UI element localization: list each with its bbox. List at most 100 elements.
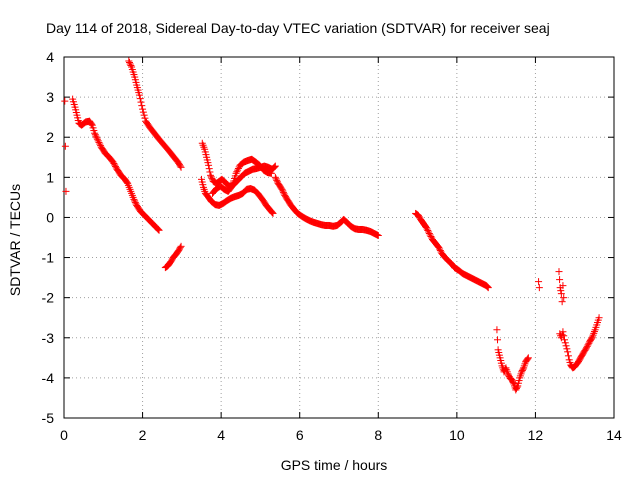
data-point <box>435 244 443 252</box>
data-point <box>139 108 147 116</box>
y-tick-label: 4 <box>46 49 54 65</box>
y-axis-label: SDTVAR / TECUs <box>7 184 23 296</box>
data-point <box>154 225 162 233</box>
data-point <box>61 97 69 105</box>
data-point <box>126 60 134 68</box>
x-axis-label: GPS time / hours <box>281 457 388 473</box>
data-point <box>422 223 430 231</box>
data-point <box>273 176 281 184</box>
y-tick-label: 1 <box>46 169 54 185</box>
data-point <box>425 229 433 237</box>
data-point <box>95 138 103 146</box>
data-point <box>436 247 444 255</box>
data-point <box>136 95 144 103</box>
data-point <box>559 282 567 290</box>
data-point <box>267 169 275 177</box>
data-point <box>61 142 69 150</box>
data-point <box>560 332 568 340</box>
grid-lines <box>64 57 614 418</box>
data-point <box>176 162 184 170</box>
x-tick-label: 10 <box>449 427 465 443</box>
x-tick-label: 0 <box>60 427 68 443</box>
data-point <box>560 294 568 302</box>
data-point <box>234 165 242 173</box>
data-point <box>131 198 139 206</box>
data-point <box>270 164 278 172</box>
data-point <box>562 342 570 350</box>
data-point <box>125 57 133 65</box>
x-tick-label: 14 <box>606 427 622 443</box>
data-point <box>91 131 99 139</box>
data-point <box>589 331 597 339</box>
y-tick-label: -1 <box>42 250 55 266</box>
data-point <box>564 348 572 356</box>
data-point <box>140 111 148 119</box>
data-point <box>595 314 603 322</box>
data-point <box>493 326 501 334</box>
data-point <box>62 187 70 195</box>
data-point <box>88 120 96 128</box>
data-point <box>279 187 287 195</box>
y-tick-label: 0 <box>46 209 54 225</box>
data-point <box>233 168 241 176</box>
data-point <box>584 341 592 349</box>
data-point <box>123 178 131 186</box>
data-point <box>93 134 101 142</box>
data-point <box>278 185 286 193</box>
data-point <box>509 379 517 387</box>
y-tick-label: -5 <box>42 410 55 426</box>
data-point <box>590 329 598 337</box>
data-point <box>207 171 215 179</box>
data-point <box>176 244 184 252</box>
x-tick-label: 4 <box>217 427 225 443</box>
data-point <box>127 62 135 70</box>
x-tick-label: 2 <box>139 427 147 443</box>
data-point <box>227 183 235 191</box>
x-tick-label: 8 <box>374 427 382 443</box>
data-point <box>131 197 139 205</box>
data-point <box>558 298 566 306</box>
data-point <box>494 336 502 344</box>
data-points <box>61 57 603 394</box>
data-point <box>205 161 213 169</box>
x-tick-label: 12 <box>528 427 544 443</box>
data-point <box>513 383 521 391</box>
data-point <box>271 162 279 170</box>
data-point <box>564 352 572 360</box>
data-point <box>424 226 432 234</box>
data-point <box>519 365 527 373</box>
data-point <box>483 282 491 290</box>
data-point <box>557 287 565 295</box>
data-point <box>155 226 163 234</box>
data-point <box>96 140 104 148</box>
data-point <box>138 102 146 110</box>
data-point <box>484 283 492 291</box>
data-point <box>556 276 564 284</box>
data-point <box>524 355 532 363</box>
data-point <box>232 169 240 177</box>
data-point <box>374 231 382 239</box>
data-point <box>139 105 147 113</box>
chart-title: Day 114 of 2018, Sidereal Day-to-day VTE… <box>46 20 550 36</box>
data-point <box>208 174 216 182</box>
data-point <box>154 226 162 234</box>
data-point <box>272 175 280 183</box>
data-point <box>563 345 571 353</box>
data-point <box>279 188 287 196</box>
y-tick-label: -3 <box>42 330 55 346</box>
data-point <box>423 225 431 233</box>
data-point <box>588 333 596 341</box>
data-point <box>535 278 543 286</box>
data-point <box>484 284 492 292</box>
data-point <box>92 132 100 140</box>
x-tick-label: 6 <box>296 427 304 443</box>
data-point <box>559 328 567 336</box>
data-point <box>234 166 242 174</box>
data-point <box>206 168 214 176</box>
data-point <box>205 165 213 173</box>
data-point <box>583 342 591 350</box>
data-point <box>271 173 279 181</box>
